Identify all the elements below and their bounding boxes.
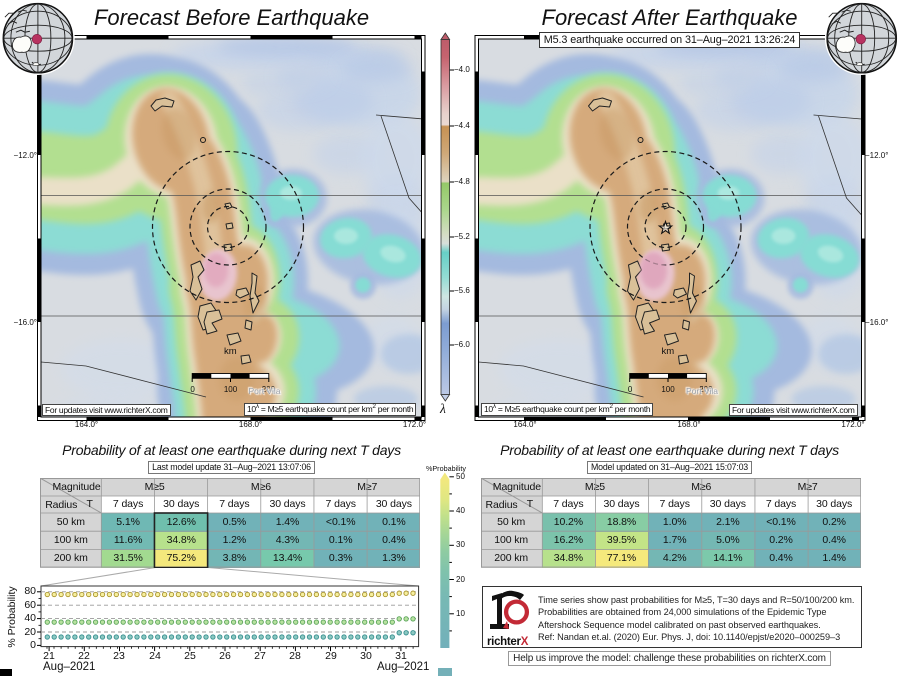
svg-text:richterX: richterX bbox=[487, 636, 529, 648]
